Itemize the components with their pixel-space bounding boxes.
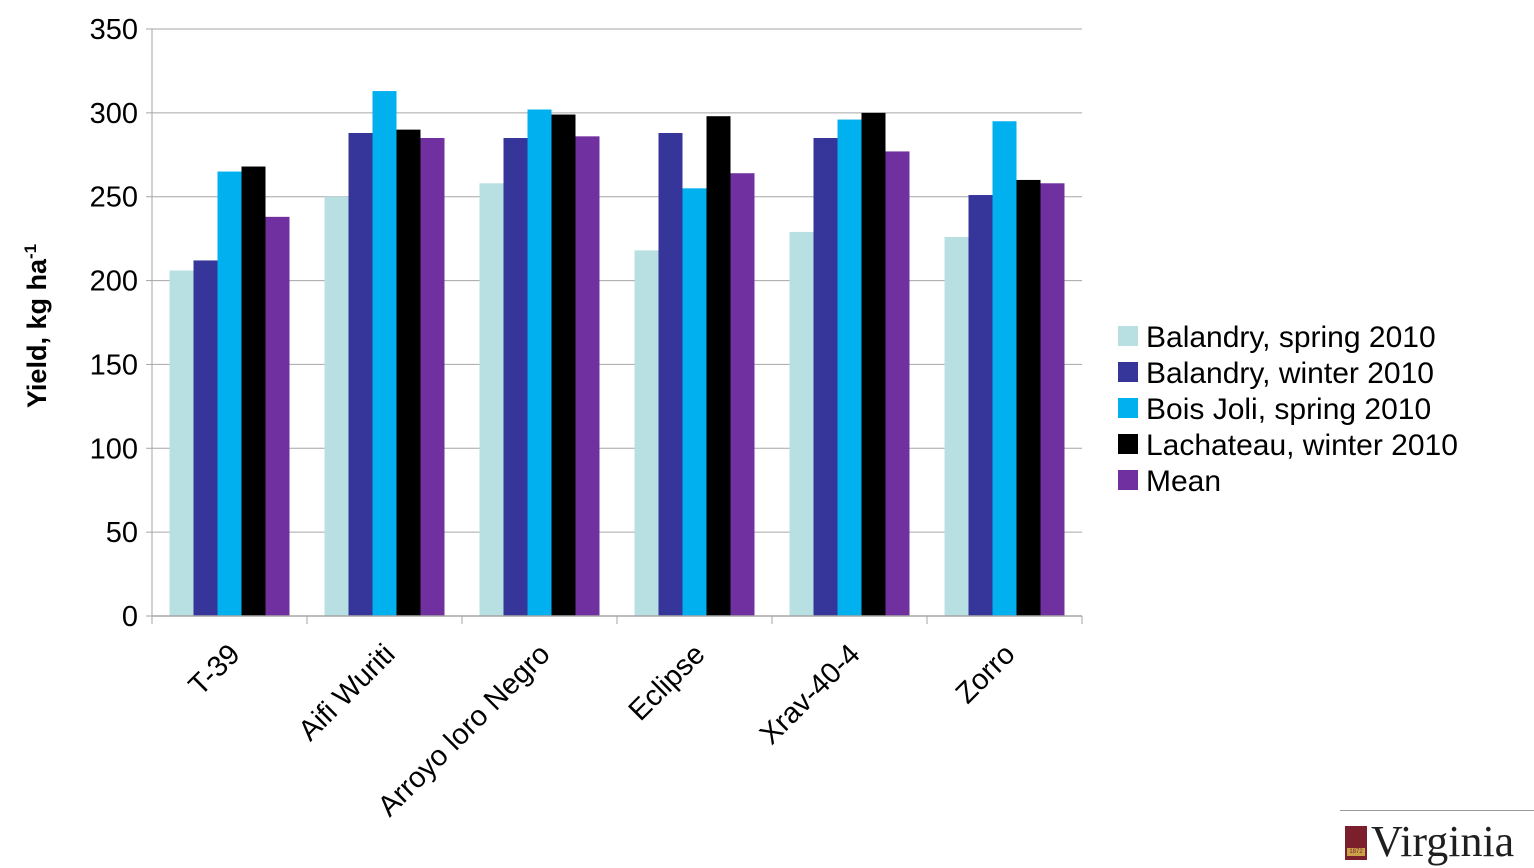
bar [193, 260, 218, 616]
bar [348, 132, 373, 617]
seal-year: 1872 [1347, 848, 1365, 856]
bar [789, 231, 814, 617]
bar [241, 166, 266, 617]
bar [885, 151, 910, 616]
y-axis-title-superscript: -1 [21, 244, 40, 259]
x-tick-label: Xrav-40-4 [754, 638, 867, 751]
x-tick-label: Arroyo loro Negro [372, 638, 556, 822]
y-tick-label: 150 [90, 349, 138, 381]
bar [503, 138, 528, 616]
bar [837, 119, 862, 617]
y-tick-label: 200 [90, 266, 138, 298]
bar [265, 216, 290, 616]
bar [169, 270, 194, 616]
y-tick-label: 350 [90, 14, 138, 46]
y-tick-label: 300 [90, 98, 138, 130]
bar [527, 109, 552, 616]
bar [706, 116, 731, 616]
bar [861, 112, 886, 616]
y-axis-title-main: Yield, kg ha [22, 258, 52, 408]
legend-label: Lachateau, winter 2010 [1146, 429, 1458, 462]
y-axis-title: Yield, kg ha-1 [21, 244, 52, 408]
logo-wordmark: Virginia [1371, 817, 1515, 866]
bar [324, 196, 349, 616]
gridlines [146, 28, 1082, 617]
bar [968, 195, 993, 616]
legend-swatch [1118, 470, 1138, 490]
y-tick-label: 100 [90, 433, 138, 465]
legend-swatch [1118, 362, 1138, 382]
bar [372, 91, 397, 617]
y-axis-tick-labels: 0 50 100 150 200 250 300 350 [90, 14, 138, 633]
bar [551, 114, 576, 616]
seal-icon: 1872 [1345, 826, 1367, 860]
bar [1040, 183, 1065, 616]
bar [420, 138, 445, 616]
x-tick-label: Aifi Wuriti [293, 638, 402, 747]
legend-swatch [1118, 398, 1138, 418]
legend-label: Balandry, spring 2010 [1146, 321, 1436, 354]
x-tick-label: T-39 [183, 638, 247, 702]
x-tick-label: Zorro [950, 638, 1022, 710]
bar [813, 138, 838, 616]
legend-swatch [1118, 434, 1138, 454]
legend-swatch [1118, 326, 1138, 346]
bar [730, 173, 755, 616]
bar [634, 250, 659, 616]
legend-label: Balandry, winter 2010 [1146, 357, 1434, 390]
bars [169, 91, 1065, 617]
bar [479, 183, 504, 616]
logo-divider [1340, 810, 1534, 811]
y-tick-label: 50 [106, 517, 138, 549]
bar [396, 129, 421, 616]
university-logo: 1872 Virginia [1340, 810, 1534, 868]
x-axis [151, 615, 1083, 624]
y-tick-label: 0 [122, 601, 138, 633]
bar [682, 188, 707, 617]
y-tick-label: 250 [90, 182, 138, 214]
bar [575, 136, 600, 616]
bar [1016, 179, 1041, 616]
legend-label: Bois Joli, spring 2010 [1146, 393, 1431, 426]
bar [658, 132, 683, 617]
legend-label: Mean [1146, 465, 1221, 498]
bar [992, 121, 1017, 616]
bar [217, 171, 242, 617]
bar [944, 236, 969, 617]
x-tick-label: Eclipse [623, 638, 712, 727]
